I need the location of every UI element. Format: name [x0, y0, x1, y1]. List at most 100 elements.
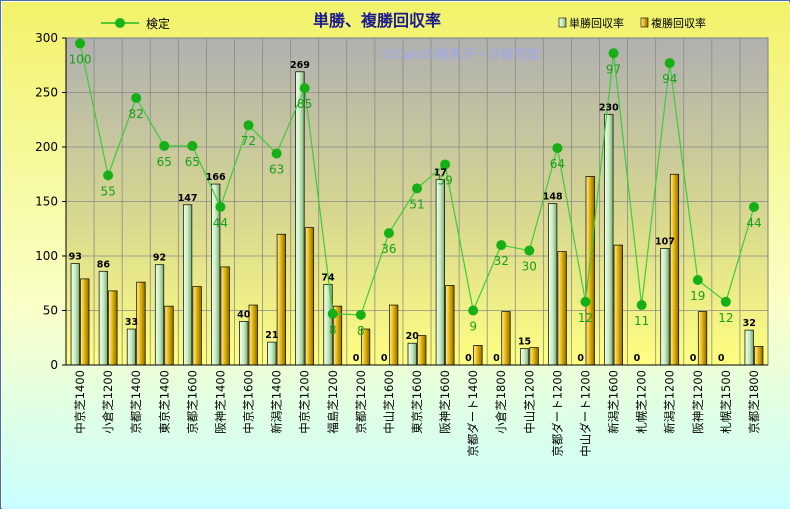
data-label-tansho: 74 — [321, 272, 335, 283]
bar-fukusho — [557, 251, 567, 366]
bar-tansho — [70, 263, 80, 366]
bar-tansho — [267, 341, 277, 366]
legend-swatch-fukusho — [640, 17, 649, 28]
point-kentei — [440, 159, 451, 170]
bar-tansho — [295, 71, 305, 366]
x-tick-label: 札幌芝1500 — [719, 370, 733, 434]
data-label-kentei: 97 — [606, 62, 621, 76]
data-label-tansho: 32 — [743, 318, 756, 329]
legend-swatch-tansho — [558, 17, 567, 28]
data-label-tansho: 0 — [577, 353, 584, 364]
data-label-kentei: 72 — [241, 134, 256, 148]
y-tick-label: 300 — [35, 31, 58, 45]
data-label-tansho: 147 — [178, 193, 198, 204]
x-tick-label: 阪神芝1400 — [213, 370, 227, 434]
x-tick-label: 小倉芝1800 — [494, 370, 508, 434]
data-label-kentei: 64 — [550, 157, 565, 171]
point-kentei — [159, 140, 170, 151]
point-kentei — [103, 170, 114, 181]
line-series — [75, 38, 759, 320]
data-label-kentei: 63 — [269, 163, 284, 177]
bar-fukusho — [697, 311, 708, 366]
data-label-kentei: 94 — [662, 72, 677, 86]
data-label-tansho: 0 — [353, 353, 360, 364]
bar-series — [70, 71, 764, 366]
data-label-kentei: 11 — [634, 314, 649, 328]
legend-label-tansho: 単勝回収率 — [569, 16, 624, 30]
bar-tansho — [435, 179, 445, 366]
x-tick-label: 新潟芝1400 — [270, 370, 284, 434]
point-kentei — [552, 143, 563, 154]
x-tick-label: 新潟芝1200 — [663, 370, 677, 434]
data-label-tansho: 0 — [381, 353, 388, 364]
x-tick-label: 中山芝1600 — [382, 370, 396, 434]
point-kentei — [664, 58, 675, 69]
x-tick-label: 中京芝1200 — [298, 370, 312, 434]
bar-fukusho — [80, 278, 90, 366]
x-tick-label: 新潟芝1600 — [607, 370, 621, 434]
data-label-tansho: 269 — [290, 60, 310, 71]
data-label-kentei: 36 — [381, 242, 396, 256]
data-label-tansho: 86 — [97, 259, 111, 270]
data-label-kentei: 51 — [409, 197, 424, 211]
data-label-kentei: 44 — [746, 216, 761, 230]
data-label-kentei: 65 — [185, 155, 200, 169]
data-label-kentei: 100 — [69, 52, 92, 66]
bar-fukusho — [613, 244, 623, 366]
data-label-kentei: 8 — [329, 323, 337, 337]
data-label-kentei: 12 — [718, 311, 733, 325]
x-tick-label: 中山ダート1200 — [578, 370, 592, 457]
data-label-tansho: 40 — [237, 309, 251, 320]
data-label-tansho: 148 — [543, 192, 563, 203]
x-tick-label: 東京芝1400 — [157, 370, 171, 434]
data-label-tansho: 0 — [718, 353, 725, 364]
point-kentei — [692, 274, 703, 285]
bar-fukusho — [529, 347, 539, 366]
data-label-tansho: 20 — [406, 331, 420, 342]
point-kentei — [748, 201, 759, 212]
y-tick-label: 250 — [35, 86, 58, 100]
data-label-tansho: 33 — [125, 317, 138, 328]
x-tick-label: 京都ダート1200 — [550, 370, 564, 457]
point-kentei — [75, 38, 86, 49]
legend-label-kentei: 検定 — [146, 16, 170, 31]
x-tick-label: 中山芝1200 — [522, 370, 536, 434]
data-label-kentei: 59 — [437, 173, 452, 187]
x-tick-label: 京都芝1200 — [354, 370, 368, 434]
x-tick-label: 東京芝1600 — [410, 370, 424, 434]
bar-tansho — [183, 204, 193, 366]
y-tick-label: 100 — [35, 249, 58, 263]
bar-tansho — [660, 248, 670, 366]
x-tick-label: 福島芝1200 — [326, 370, 340, 434]
x-tick-label: 小倉芝1200 — [101, 370, 115, 434]
bar-fukusho — [669, 173, 680, 366]
chart-title: 単勝、複勝回収率 — [313, 11, 441, 30]
x-tick-label: 阪神芝1600 — [438, 370, 452, 434]
x-tick-label: 中京芝1600 — [242, 370, 256, 434]
data-label-kentei: 8 — [357, 324, 365, 338]
data-label-kentei: 32 — [494, 254, 509, 268]
bar-tansho — [548, 203, 558, 366]
bar-fukusho — [276, 233, 286, 366]
data-label-tansho: 0 — [465, 353, 472, 364]
data-label-tansho: 107 — [655, 236, 675, 247]
bar-tansho — [154, 264, 165, 366]
data-label-kentei: 85 — [297, 97, 312, 111]
bar-tansho — [407, 342, 417, 366]
x-tick-label: 中京芝1400 — [73, 370, 87, 434]
point-kentei — [383, 228, 394, 239]
point-kentei — [468, 305, 479, 316]
point-kentei — [496, 240, 507, 251]
data-label-tansho: 15 — [518, 337, 531, 348]
bar-fukusho — [164, 305, 174, 366]
data-label-kentei: 82 — [129, 107, 144, 121]
bar-fukusho — [501, 311, 511, 366]
y-tick-label: 50 — [43, 304, 58, 318]
point-kentei — [608, 48, 619, 59]
legend-marker-swatch — [115, 18, 125, 28]
x-tick-label: 札幌芝1200 — [635, 370, 649, 434]
bar-fukusho — [108, 290, 118, 366]
bar-fukusho — [389, 304, 399, 366]
